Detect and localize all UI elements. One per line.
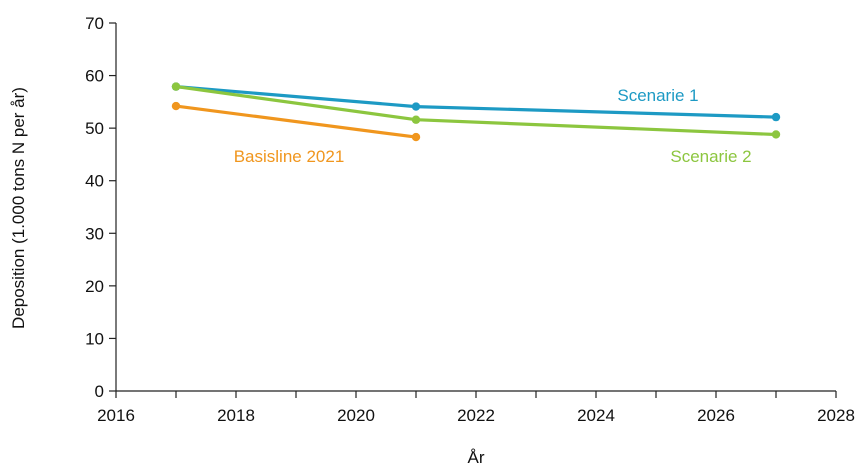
x-tick-label: 2024 [577,406,615,425]
y-tick-label: 40 [85,172,104,191]
series-label-basisline-2021: Basisline 2021 [234,147,345,166]
y-tick-label: 20 [85,277,104,296]
series-lines [171,82,781,142]
series-line-basisline-2021 [174,104,418,139]
x-tick-label: 2028 [817,406,855,425]
series-label-scenarie-2: Scenarie 2 [670,147,751,166]
x-tick-label: 2022 [457,406,495,425]
x-axis-title: År [468,448,485,467]
series-scenarie-2 [171,82,781,139]
data-point-scenarie-1 [411,102,421,111]
series-basisline-2021 [171,101,421,142]
y-tick-label: 0 [95,382,104,401]
data-point-scenarie-1 [771,112,781,122]
data-point-basisline-2021 [411,132,421,142]
data-point-basisline-2021 [171,101,181,111]
y-tick-label: 10 [85,329,104,348]
y-axis-title: Deposition (1.000 tons N per år) [9,87,28,329]
data-point-scenarie-2 [411,115,421,124]
x-tick-label: 2026 [697,406,735,425]
data-point-scenarie-2 [171,82,181,91]
series-label-scenarie-1: Scenarie 1 [617,86,698,105]
y-tick-label: 50 [85,119,104,138]
x-tick-label: 2018 [217,406,255,425]
axes: 0 10 20 30 40 50 60 70 2016 2018 2020 2022 2024 2026 2… [85,14,855,425]
x-tick-label: 2020 [337,406,375,425]
y-tick-label: 70 [85,14,104,33]
x-tick-label: 2016 [97,406,135,425]
y-tick-label: 30 [85,224,104,243]
series-labels: Basisline 2021 Scenarie 1 Scenarie 2 [234,86,752,166]
data-point-scenarie-2 [771,130,781,139]
y-tick-label: 60 [85,67,104,86]
